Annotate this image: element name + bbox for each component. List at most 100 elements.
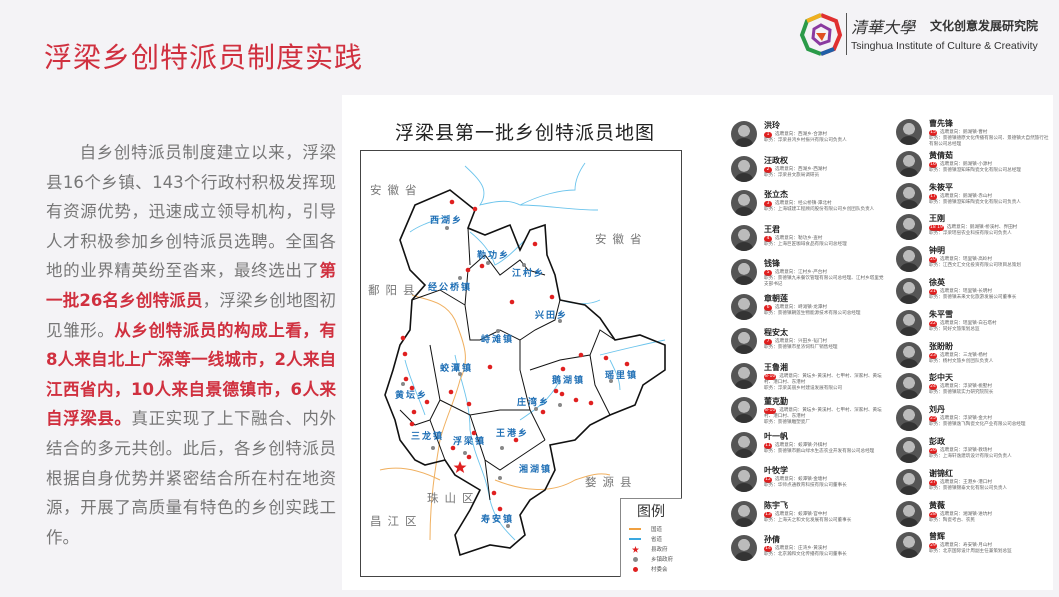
- specialist-intent: 选聘意向：王港乡·港口村: [940, 479, 992, 485]
- specialist-text: 徐英 21 选聘意向：瑶里镇·长明村 职务：景德镇未来文化旅游发展公司董事长: [929, 278, 1053, 301]
- specialist-intent: 选聘意向：蛟潭镇·官中村: [775, 511, 827, 517]
- map-frame: [360, 150, 682, 577]
- specialist-intent: 选聘意向：兴田乡·韬门村: [775, 339, 827, 344]
- specialist-text: 朱筱平 17 选聘意向：鹅湖镇·赤山村 职务：景德镇澄知味陶瓷文化有限公司负责人: [929, 183, 1053, 206]
- avatar: [731, 224, 757, 251]
- specialist-name: 程安太: [764, 328, 788, 337]
- specialist-intent: 选聘意向：江村乡·严台村: [775, 270, 827, 275]
- avatar: [731, 500, 757, 527]
- specialist-intent-line: 1 选聘意向：西湖乡·合源村: [764, 132, 888, 138]
- specialist-intent: 选聘意向：鹅湖镇·小源村: [940, 161, 992, 167]
- specialist-intent-line: 3 选聘意向：经公桥镇·潭北村: [764, 201, 888, 207]
- specialist-role: 职务：景德镇市星浓饲料厂销售经理: [764, 345, 838, 350]
- specialist-number-badge: 14: [764, 546, 772, 552]
- specialist-intent-line: 6 选聘意向：峙滩镇·龙潭村: [764, 304, 888, 311]
- specialist-number-badge: 16: [929, 161, 937, 168]
- specialist-intent: 选聘意向：鹅湖镇·桥溪村、界田村: [946, 225, 1018, 231]
- specialist-role: 职务：北京国际设计周副主任兼策划总监: [929, 549, 1012, 555]
- specialist-text: 王刚 18 19 选聘意向：鹅湖镇·桥溪村、界田村 职务：浮梁瑶窑农业科技有限公司负责…: [929, 214, 1053, 237]
- specialist-name: 徐英: [929, 278, 945, 287]
- specialist-name: 钟明: [929, 246, 945, 256]
- specialist-intent: 选聘意向：峙滩镇·龙潭村: [775, 304, 827, 310]
- specialist-text: 叶牧学 12 选聘意向：蛟潭镇·金塘村 职务：华师点通教育科技有限公司董事长: [764, 466, 888, 489]
- avatar: [731, 121, 757, 147]
- county-gov-star-icon: [453, 461, 467, 473]
- specialist-role: 职务：江西文汇文化投资有限公司项目总策划: [929, 263, 1021, 269]
- avatar: [896, 373, 922, 400]
- town-label: 西湖乡: [430, 216, 464, 226]
- specialist-role: 职务：景德镇市鹏山绿水生态农业开发有限公司总经理: [764, 448, 875, 454]
- specialist-name: 曹先锋: [929, 119, 953, 128]
- specialist-text: 张盼盼 23 选聘意向：三龙镇·杨村 职务：杨村文旅乡创团队负责人: [929, 342, 1053, 365]
- specialist-intent-line: 12 选聘意向：蛟潭镇·金塘村: [764, 477, 888, 483]
- specialist-intent-line: 7 选聘意向：兴田乡·韬门村: [764, 339, 888, 345]
- specialist-name: 叶牧学: [764, 466, 788, 475]
- specialist-intent: 选聘意向：经公桥镇·潭北村: [775, 201, 832, 206]
- specialist-name: 黄倩茹: [929, 150, 953, 160]
- legend-label: 国道: [651, 527, 663, 533]
- specialist-text: 曾辉 29 选聘意向：寿安镇·月山村 职务：北京国际设计周副主任兼策划总监: [929, 532, 1053, 555]
- avatar: [896, 246, 922, 273]
- town-label: 兴田乡: [535, 311, 569, 321]
- neighbor-region-label: 婺源县: [585, 475, 638, 489]
- town-label: 湘湖镇: [519, 465, 553, 475]
- para-seg-2: ，浮梁乡创地图初见雏形。: [46, 290, 336, 340]
- neighbor-region-label: 鄱阳县: [368, 283, 421, 297]
- specialist-intent: 选聘意向：浮梁镇·金大村: [940, 416, 992, 422]
- avatar: [731, 328, 757, 354]
- town-label: 峙滩镇: [481, 335, 515, 345]
- specialist-intent: 选聘意向：西湖乡·西湖村: [775, 166, 827, 172]
- specialist-text: 彭政 26 选聘意向：浮梁镇·教场村 职务：上海轩逸建筑设计有限公司负责人: [929, 437, 1053, 460]
- specialist-number-badge: 29: [929, 543, 937, 550]
- logo-institute-en: Tsinghua Institute of Culture & Creativi…: [851, 40, 1038, 52]
- specialist-name: 王鲁湘: [764, 362, 788, 372]
- specialist-number-badge: 20: [929, 257, 937, 264]
- specialist-intent-line: 26 选聘意向：浮梁镇·教场村: [929, 448, 1053, 454]
- specialist-number-badge: 27: [929, 479, 937, 486]
- specialist-name: 张盼盼: [929, 341, 953, 351]
- specialist-name: 刘丹: [929, 405, 945, 415]
- specialist-text: 张立杰 3 选聘意向：经公桥镇·潭北村 职务：上海城建工程顾问股份有限公司乡创团队负责…: [764, 190, 888, 213]
- specialist-text: 王鲁湘 8-10 选聘意向：黄坛乡·黄溪村、七甲村、深家村、黄坛村、港口村、东港村职…: [764, 363, 888, 392]
- town-label: 瑶里镇: [605, 371, 639, 381]
- national-roads: [379, 294, 611, 541]
- specialist-name: 彭政: [929, 437, 945, 446]
- specialist-number-badge: 25: [929, 416, 937, 423]
- avatar: [896, 405, 922, 432]
- specialist-intent-line: 20 选聘意向：瑶里镇·高岭村: [929, 257, 1053, 264]
- specialist-intent: 选聘意向：浮梁镇·桃墅村: [940, 384, 992, 390]
- avatar: [731, 535, 757, 561]
- county-map: [379, 162, 666, 557]
- village-markers: [400, 199, 630, 512]
- avatar: [731, 293, 757, 320]
- logo-calligraphy: 清華大學: [851, 18, 916, 37]
- specialist-number-badge: 18 19: [929, 225, 944, 232]
- neighbor-region-label: 安徽省: [370, 183, 423, 197]
- legend-title: 图例: [637, 504, 665, 520]
- town-label: 庄湾乡: [517, 398, 551, 408]
- specialist-intent: 选聘意向：瑶里镇·长明村: [940, 289, 992, 294]
- specialist-role: 职务：北京瀚和文化传播有限公司董事长: [764, 552, 847, 557]
- specialist-name: 曾辉: [929, 532, 945, 542]
- specialist-intent: 选聘意向：西湖乡·合源村: [775, 132, 827, 137]
- specialist-name: 陈宇飞: [764, 500, 788, 510]
- legend-label: 乡镇政府: [651, 557, 674, 563]
- logo-institute-cn: 文化创意发展研究院: [930, 19, 1039, 33]
- county-boundary: [384, 189, 666, 557]
- line-icon: [629, 528, 641, 530]
- specialist-intent-line: 4 选聘意向：勒功乡·查村: [764, 235, 888, 242]
- specialist-intent-line: 5 选聘意向：江村乡·严台村: [764, 270, 888, 276]
- specialist-role: 职务：浮梁美丽乡村建设发展有限公司: [764, 385, 843, 391]
- specialist-intent-line: 13 选聘意向：蛟潭镇·官中村: [764, 511, 888, 518]
- specialist-intent-line: 24 选聘意向：浮梁镇·桃墅村: [929, 384, 1053, 391]
- specialist-number-badge: 5: [764, 270, 772, 276]
- avatar: [896, 500, 922, 527]
- specialist-role: 职务：上海城建工程顾问股份有限公司乡创团队负责人: [764, 207, 875, 212]
- logo-divider: [846, 13, 847, 55]
- specialist-intent: 选聘意向：瑶里镇·白石塔村: [940, 320, 997, 326]
- logo-emblem-icon: [799, 13, 843, 56]
- specialist-role: 职务：杨村文旅乡创团队负责人: [929, 358, 994, 364]
- town-label: 黄坛乡: [395, 391, 429, 401]
- para-seg-1: 自乡创特派员制度建立以来，浮梁县16个乡镇、143个行政村积极发挥现有资源优势，…: [46, 143, 336, 281]
- specialist-intent: 选聘意向：浮梁镇·教场村: [940, 448, 992, 453]
